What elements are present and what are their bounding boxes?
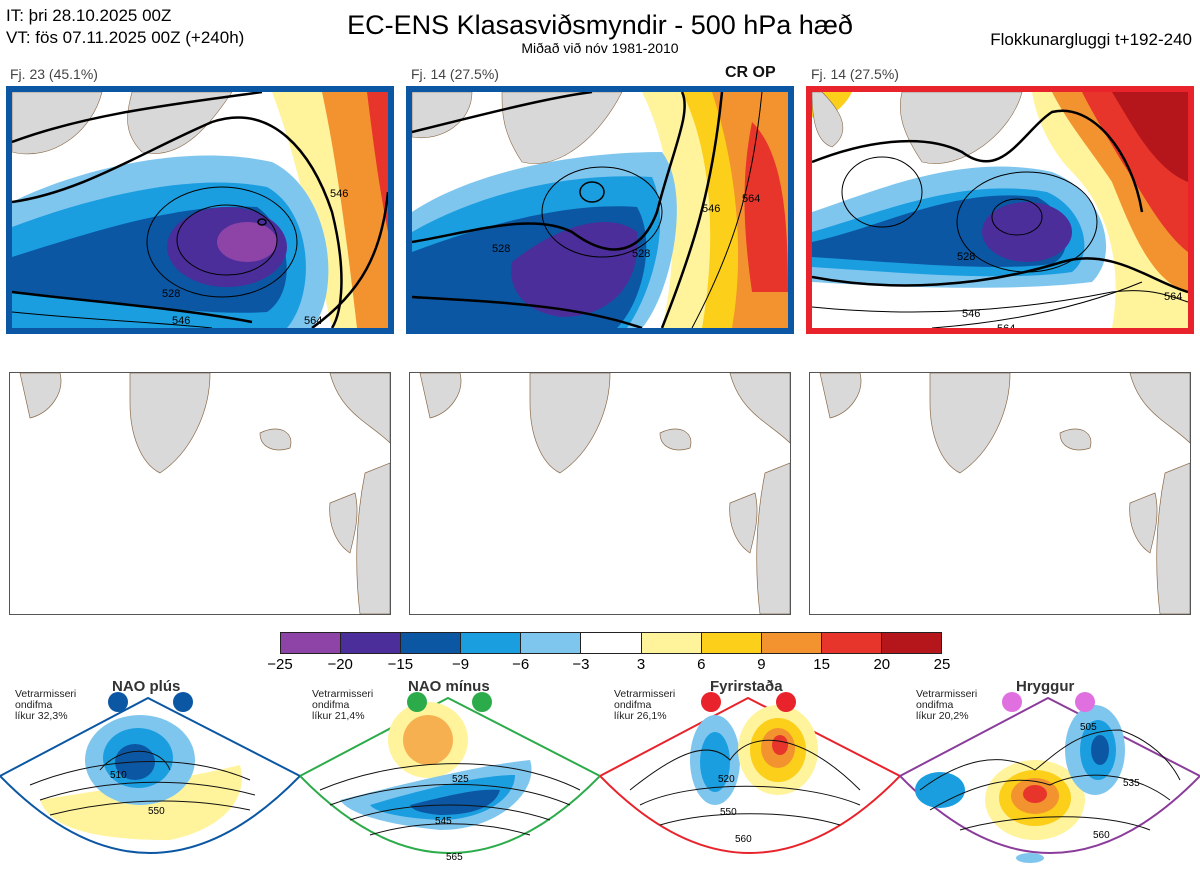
init-time: IT: þri 28.10.2025 00Z (6, 6, 172, 25)
regime-2-title: NAO mínus (408, 678, 490, 695)
panel-3-contour-c: 564 (1164, 291, 1182, 303)
colorbar-swatch-5 (581, 633, 642, 653)
regime-2-note: Vetrarmisseri ondifma líkur 21,4% (312, 688, 374, 722)
colorbar-tick: 25 (933, 656, 951, 673)
regime-3-dot-left (701, 692, 721, 712)
page-subtitle: Miðað við nóv 1981-2010 (521, 40, 679, 56)
panel-2-contour-a: 528 (492, 243, 510, 255)
colorbar-tick: −6 (512, 656, 530, 673)
colorbar-swatch-0 (281, 633, 342, 653)
regime-2-contour-a: 525 (452, 774, 469, 785)
cluster-map-1: 528 546 546 564 (6, 86, 394, 334)
colorbar-tick: 15 (813, 656, 830, 673)
page-title: EC-ENS Klasasviðsmyndir - 500 hPa hæð (347, 10, 853, 40)
regime-4-dot-right (1075, 692, 1095, 712)
colorbar-tick: −25 (267, 656, 293, 673)
window-label: Flokkunargluggi t+192-240 (990, 30, 1192, 49)
panel-2-tag: CR OP (725, 64, 776, 81)
cluster-map-2: 528 528 546 564 (406, 86, 794, 334)
regime-1-dot-right (173, 692, 193, 712)
colorbar-swatch-1 (341, 633, 402, 653)
regime-4-dot-left (1002, 692, 1022, 712)
valid-time: VT: fös 07.11.2025 00Z (+240h) (6, 28, 245, 47)
regime-3-contour-c: 560 (735, 834, 752, 845)
colorbar-tick: 9 (757, 656, 766, 673)
regime-3-note: Vetrarmisseri ondifma líkur 26,1% (614, 688, 676, 722)
regime-1-dot-left (108, 692, 128, 712)
colorbar-tick: 20 (873, 656, 891, 673)
colorbar-swatch-8 (761, 633, 822, 653)
panel-2-contour-c: 546 (702, 203, 720, 215)
colorbar-tick: −20 (327, 656, 353, 673)
colorbar-tick: −9 (451, 656, 470, 673)
regime-2-contour-b: 545 (435, 816, 452, 827)
panel-1-label: Fj. 23 (45.1%) (10, 66, 98, 82)
colorbar-tick: −3 (572, 656, 590, 673)
colorbar-ticks: −25 −20 −15 −9 −6 −3 3 6 9 15 20 25 (267, 656, 950, 676)
regime-4-title: Hryggur (1016, 678, 1075, 695)
panel-3-contour-d: 564 (997, 323, 1015, 328)
regime-3-title: Fyrirstaða (710, 678, 783, 695)
empty-map-1 (9, 372, 391, 615)
regime-1-title: NAO plús (112, 678, 181, 695)
colorbar-swatch-9 (821, 633, 882, 653)
regime-1-contour-b: 550 (148, 806, 165, 817)
regime-4-contour-c: 560 (1093, 830, 1110, 841)
regime-4-contour-b: 535 (1123, 778, 1140, 789)
colorbar-tick: 6 (697, 656, 706, 673)
colorbar-swatch-6 (641, 633, 702, 653)
panel-2-contour-b: 528 (632, 248, 650, 260)
header-times: IT: þri 28.10.2025 00Z VT: fös 07.11.202… (6, 5, 244, 49)
regime-1-contour-a: 510 (110, 770, 127, 781)
regime-blocking: Vetrarmisseri ondifma líkur 26,1% Fyrirsta… (600, 676, 900, 871)
cluster-map-3: 528 546 564 564 (806, 86, 1194, 334)
regime-nao-minus: Vetrarmisseri ondifma líkur 21,4% NAO mínu… (300, 676, 600, 871)
colorbar-swatch-10 (881, 633, 942, 653)
empty-map-3 (809, 372, 1191, 615)
panel-1-contour-a: 528 (162, 288, 180, 300)
regime-4-note: Vetrarmisseri ondifma líkur 20,2% (916, 688, 978, 722)
regime-3-dot-right (776, 692, 796, 712)
panel-2-contour-d: 564 (742, 193, 760, 205)
colorbar-swatch-3 (461, 633, 522, 653)
regime-nao-plus: Vetrarmisseri ondifma líkur 32,3% NAO plús… (0, 676, 300, 871)
colorbar-swatch-2 (401, 633, 462, 653)
panel-3-label: Fj. 14 (27.5%) (811, 66, 899, 82)
colorbar-swatch-4 (521, 633, 582, 653)
regime-2-dot-left (407, 692, 427, 712)
regime-4-contour-a: 505 (1080, 722, 1097, 733)
colorbar-swatch-7 (701, 633, 762, 653)
empty-map-2 (409, 372, 791, 615)
panel-1-contour-b: 546 (172, 315, 190, 327)
regime-1-note: Vetrarmisseri ondifma líkur 32,3% (15, 688, 77, 722)
colorbar-tick: −15 (387, 656, 414, 673)
regime-2-dot-right (472, 692, 492, 712)
regime-2-contour-c: 565 (446, 852, 463, 863)
regime-3-contour-b: 550 (720, 807, 737, 818)
regime-ridge: Vetrarmisseri ondifma líkur 20,2% Hryggur … (900, 676, 1200, 871)
panel-1-contour-d: 564 (304, 315, 322, 327)
panel-2-label: Fj. 14 (27.5%) (411, 66, 499, 82)
panel-3-contour-a: 528 (957, 251, 975, 263)
colorbar-tick: 3 (636, 656, 646, 673)
colorbar (280, 632, 942, 654)
regime-3-contour-a: 520 (718, 774, 735, 785)
panel-3-contour-b: 546 (962, 308, 980, 320)
panel-1-contour-c: 546 (330, 188, 348, 200)
